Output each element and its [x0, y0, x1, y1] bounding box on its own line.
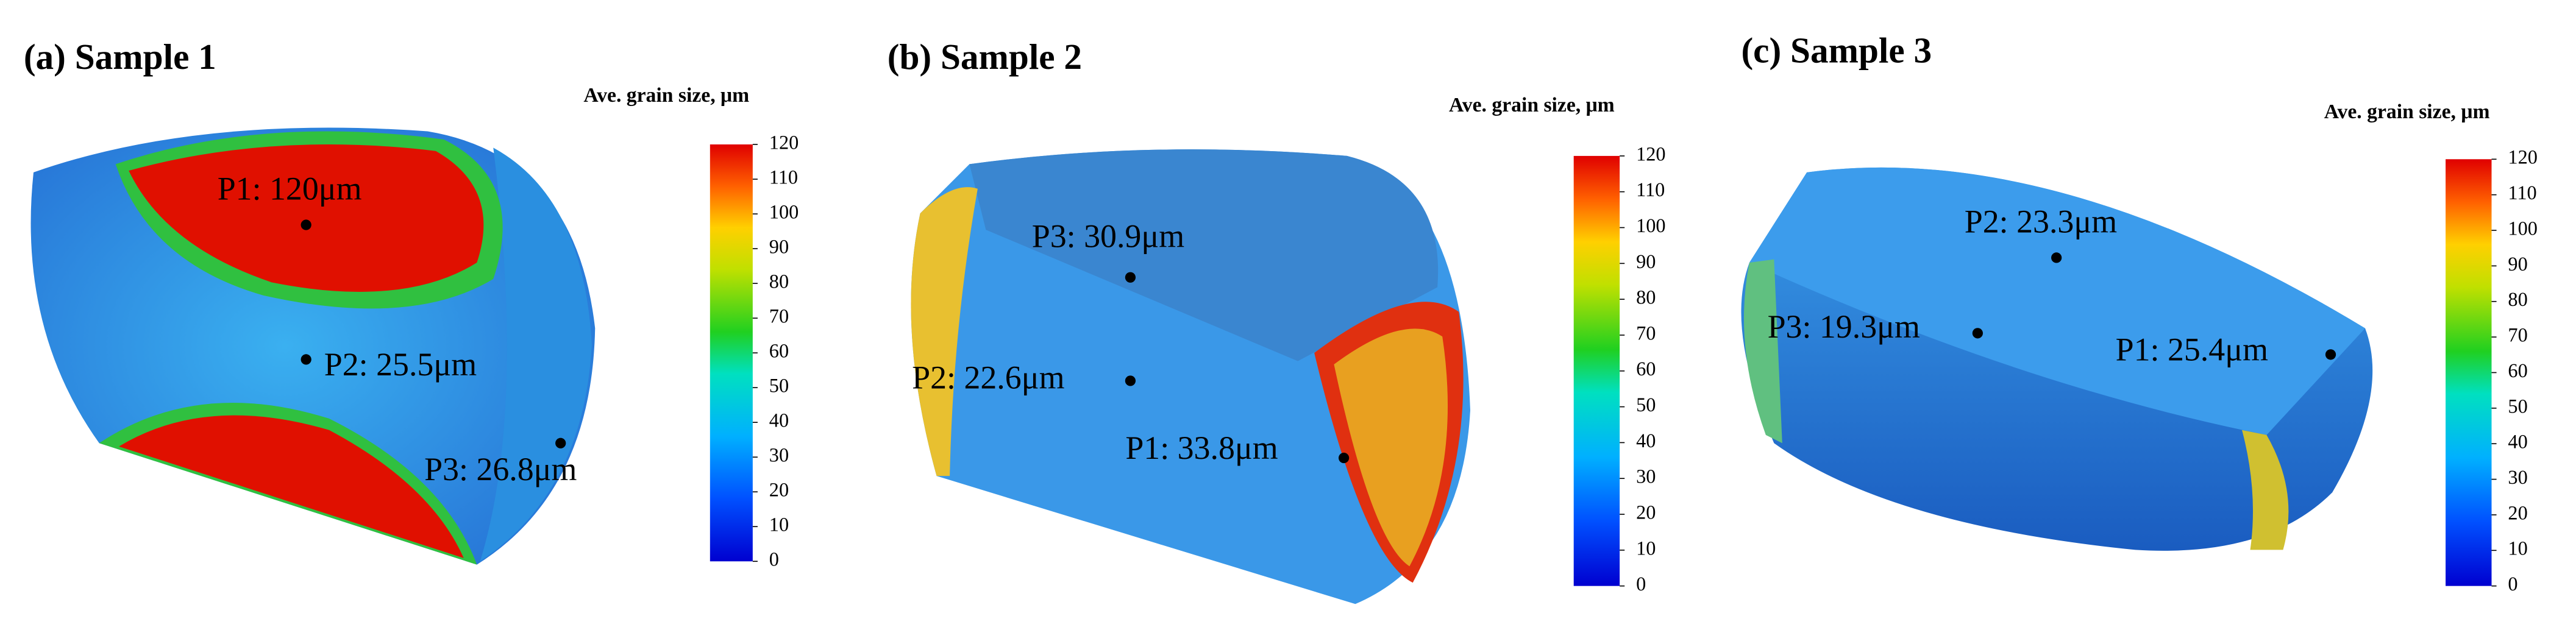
point-marker — [1338, 452, 1350, 464]
colorbar-tick-label: 30 — [1636, 466, 1656, 487]
point-label: P2: 23.3μm — [1965, 203, 2117, 239]
colorbar-tick-label: 100 — [1636, 214, 1665, 236]
colorbar-tick-label: 40 — [769, 409, 789, 431]
point-label: P3: 19.3μm — [1768, 308, 1920, 345]
point-marker — [2325, 349, 2336, 360]
colorbar-tick-label: 70 — [2508, 324, 2527, 346]
colorbar-tick-label: 40 — [1636, 430, 1656, 452]
colorbar-tick-label: 60 — [769, 340, 789, 362]
colorbar-title: Ave. grain size, μm — [1449, 94, 1615, 116]
colorbar-title: Ave. grain size, μm — [2324, 101, 2490, 123]
colorbar-tick-label: 0 — [2508, 573, 2517, 595]
point-label: P3: 30.9μm — [1032, 218, 1184, 255]
point-marker — [1125, 375, 1136, 386]
sample-3-model — [1741, 167, 2373, 551]
panel-title: (a) Sample 1 — [24, 37, 216, 77]
point-marker — [301, 219, 311, 230]
colorbar-tick-label: 110 — [2508, 182, 2536, 204]
point-label: P1: 120μm — [218, 171, 362, 207]
point-label: P2: 22.6μm — [912, 359, 1064, 395]
point-marker — [301, 354, 311, 365]
colorbar-tick-label: 10 — [769, 514, 789, 536]
colorbar-tick-label: 80 — [1636, 286, 1656, 308]
colorbar-tick-label: 90 — [2508, 253, 2527, 275]
colorbar-tick-label: 40 — [2508, 431, 2527, 453]
colorbar-tick-label: 0 — [1636, 573, 1646, 595]
colorbar-tick-label: 90 — [769, 236, 789, 258]
colorbar-tick-label: 50 — [2508, 395, 2527, 417]
colorbar-tick-label: 20 — [2508, 501, 2527, 523]
colorbar-tick-label: 30 — [2508, 466, 2527, 488]
point-marker — [1972, 328, 1983, 339]
colorbar-tick-label: 120 — [1636, 143, 1665, 165]
colorbar-tick-label: 80 — [2508, 288, 2527, 310]
colorbar-tick-label: 120 — [769, 131, 799, 153]
panel-title: (c) Sample 3 — [1741, 30, 1932, 70]
point-label: P2: 25.5μm — [324, 346, 477, 383]
colorbar-title: Ave. grain size, μm — [583, 84, 749, 107]
colorbar-tick-label: 50 — [1636, 394, 1656, 416]
panel-title: (b) Sample 2 — [888, 37, 1082, 77]
colorbar-tick-label: 120 — [2508, 146, 2537, 168]
sample-1-model — [30, 127, 596, 565]
colorbar-tick-label: 0 — [769, 548, 779, 570]
colorbar-tick-label: 60 — [1636, 358, 1656, 380]
colorbar-tick-label: 10 — [1636, 537, 1656, 559]
colorbar-tick-label: 70 — [769, 305, 789, 327]
colorbar-tick-label: 60 — [2508, 360, 2527, 381]
colorbar-tick-label: 10 — [2508, 537, 2527, 559]
colorbar-tick-label: 30 — [769, 444, 789, 466]
colorbar-tick-label: 80 — [769, 271, 789, 292]
colorbar-tick-label: 110 — [769, 166, 798, 188]
colorbar — [2446, 159, 2492, 586]
point-label: P3: 26.8μm — [424, 451, 577, 487]
colorbar-tick-label: 90 — [1636, 250, 1656, 272]
colorbar-tick-label: 110 — [1636, 179, 1665, 200]
colorbar-tick-label: 20 — [769, 479, 789, 501]
point-marker — [2051, 252, 2062, 263]
point-label: P1: 25.4μm — [2116, 331, 2268, 368]
colorbar — [710, 144, 753, 562]
colorbar — [1573, 155, 1620, 586]
point-marker — [555, 437, 566, 448]
colorbar-tick-label: 100 — [769, 201, 799, 223]
point-marker — [1125, 272, 1136, 283]
colorbar-tick-label: 20 — [1636, 501, 1656, 523]
colorbar-tick-label: 100 — [2508, 217, 2537, 239]
point-label: P1: 33.8μm — [1125, 430, 1278, 466]
colorbar-tick-label: 70 — [1636, 322, 1656, 344]
sample-2-model — [911, 149, 1471, 604]
colorbar-tick-label: 50 — [769, 375, 789, 397]
